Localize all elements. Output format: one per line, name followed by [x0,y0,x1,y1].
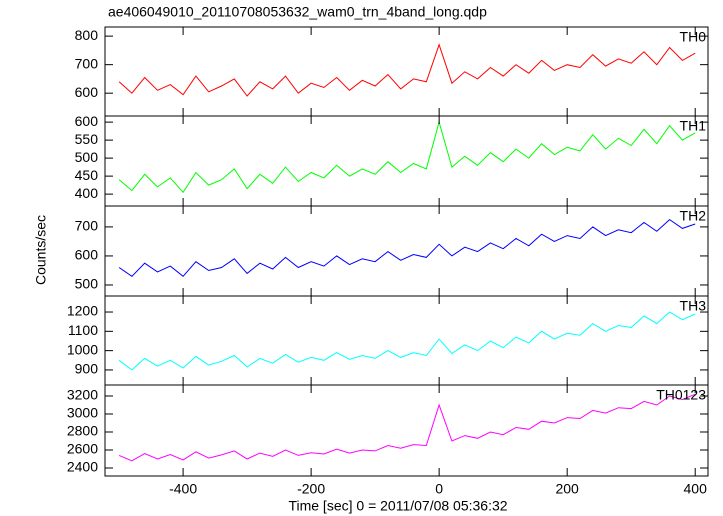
y-tick-label: 600 [75,84,99,100]
panel-label: TH2 [680,208,707,224]
y-tick-label: 500 [75,149,99,165]
data-line [118,393,696,462]
y-tick-label: 1100 [68,322,98,338]
y-tick-label: 700 [75,55,99,71]
panel-label: TH3 [680,298,707,314]
y-tick-label: 700 [75,218,99,234]
y-tick-label: 1200 [67,303,98,319]
y-tick-label: 450 [75,167,99,183]
x-tick-label: -400 [169,481,197,497]
y-tick-label: 2400 [67,459,98,475]
chart-title: ae406049010_20110708053632_wam0_trn_4ban… [108,4,487,20]
panel-label: TH0123 [656,387,706,403]
y-axis-label: Counts/sec [33,215,49,285]
y-tick-label: 2600 [67,441,98,457]
data-line [118,43,696,97]
y-tick-label: 1000 [67,341,98,357]
y-tick-label: 400 [75,185,99,201]
x-axis-label: Time [sec] 0 = 2011/07/08 05:36:32 [288,498,507,514]
data-line [118,120,696,194]
panel-label: TH1 [680,118,707,134]
panel-frame [104,205,709,297]
x-tick-label: -200 [297,481,325,497]
y-tick-label: 3200 [67,387,98,403]
panel-frame [104,26,709,117]
y-tick-label: 2800 [67,423,98,439]
panel-label: TH0 [680,29,707,45]
y-tick-label: 600 [75,113,99,129]
y-tick-label: 900 [75,361,99,377]
panel-frame [104,384,709,477]
y-tick-label: 800 [75,27,99,43]
y-tick-label: 3000 [67,405,98,421]
data-line [118,218,696,277]
data-line [118,311,696,371]
x-tick-label: 200 [555,481,579,497]
y-tick-label: 500 [75,276,99,292]
x-tick-label: 400 [684,481,708,497]
panel-frame [104,115,709,207]
panel-frame [104,295,709,386]
x-tick-label: 0 [435,481,443,497]
y-tick-label: 550 [75,131,99,147]
y-tick-label: 600 [75,247,99,263]
